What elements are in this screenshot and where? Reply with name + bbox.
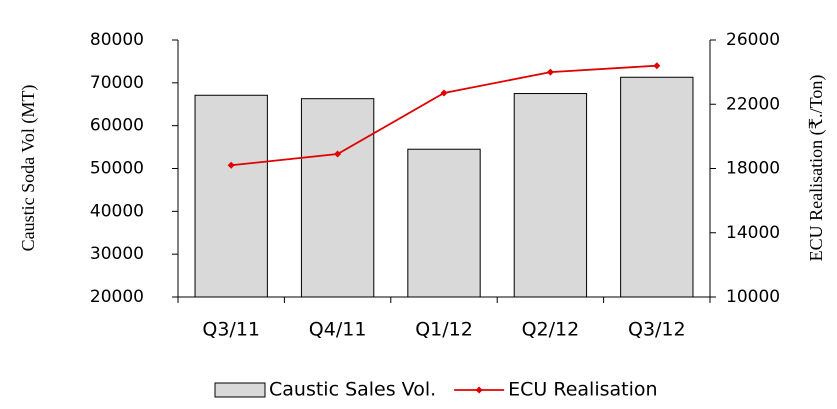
bar [300,98,375,298]
line-marker [546,68,554,76]
x-tick-label: Q2/12 [522,319,580,341]
y2-tick-label: 26000 [726,30,780,50]
y-tick-label: 40000 [90,201,144,221]
y2-tick-label: 22000 [726,94,780,114]
legend-marker [475,386,483,394]
y-tick-label: 60000 [90,116,144,136]
y-tick-label: 70000 [90,73,144,93]
y2-tick-label: 14000 [726,223,780,243]
y2-tick-label: 18000 [726,159,780,179]
x-tick-label: Q1/12 [415,319,473,341]
y-tick-label: 20000 [90,287,144,307]
y-tick-label: 50000 [90,159,144,179]
line-marker [334,150,342,158]
y2-axis-title: ECU Realisation (₹./Ton) [806,75,827,262]
line-marker [227,161,235,169]
line-marker [440,89,448,97]
y2-tick-label: 10000 [726,287,780,307]
line-marker [653,62,661,70]
y-tick-label: 80000 [90,30,144,50]
legend-label: ECU Realisation [508,379,657,401]
legend-label: Caustic Sales Vol. [269,379,436,401]
y-tick-label: 30000 [90,244,144,264]
bar [620,76,694,298]
bar [194,94,268,298]
legend-swatch [214,382,266,398]
x-tick-label: Q3/11 [202,319,260,341]
x-tick-label: Q4/11 [309,319,367,341]
bar [407,148,481,298]
x-tick-label: Q3/12 [628,319,686,341]
bar [513,93,588,298]
y-axis-title: Caustic Soda Vol (MT) [18,85,39,252]
